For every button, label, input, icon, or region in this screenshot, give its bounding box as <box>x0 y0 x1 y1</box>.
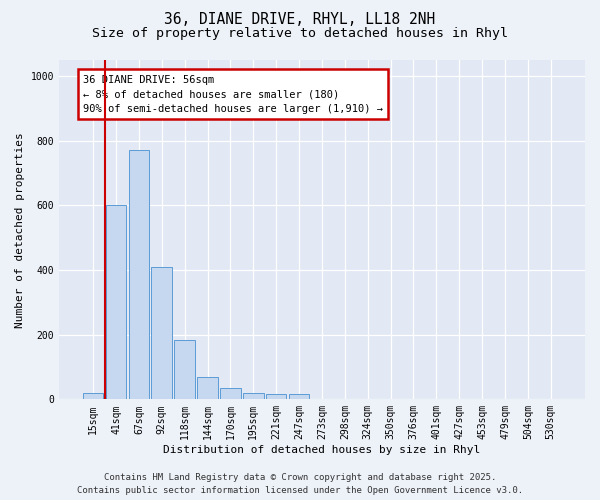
Bar <box>106 206 127 400</box>
Bar <box>243 393 263 400</box>
X-axis label: Distribution of detached houses by size in Rhyl: Distribution of detached houses by size … <box>163 445 481 455</box>
Bar <box>289 394 310 400</box>
Bar <box>151 267 172 400</box>
Text: Size of property relative to detached houses in Rhyl: Size of property relative to detached ho… <box>92 28 508 40</box>
Text: 36 DIANE DRIVE: 56sqm
← 8% of detached houses are smaller (180)
90% of semi-deta: 36 DIANE DRIVE: 56sqm ← 8% of detached h… <box>83 74 383 114</box>
Text: Contains HM Land Registry data © Crown copyright and database right 2025.
Contai: Contains HM Land Registry data © Crown c… <box>77 474 523 495</box>
Bar <box>83 393 103 400</box>
Bar <box>175 340 195 400</box>
Bar <box>128 150 149 400</box>
Bar <box>266 394 286 400</box>
Bar <box>197 376 218 400</box>
Bar <box>220 388 241 400</box>
Y-axis label: Number of detached properties: Number of detached properties <box>15 132 25 328</box>
Text: 36, DIANE DRIVE, RHYL, LL18 2NH: 36, DIANE DRIVE, RHYL, LL18 2NH <box>164 12 436 28</box>
